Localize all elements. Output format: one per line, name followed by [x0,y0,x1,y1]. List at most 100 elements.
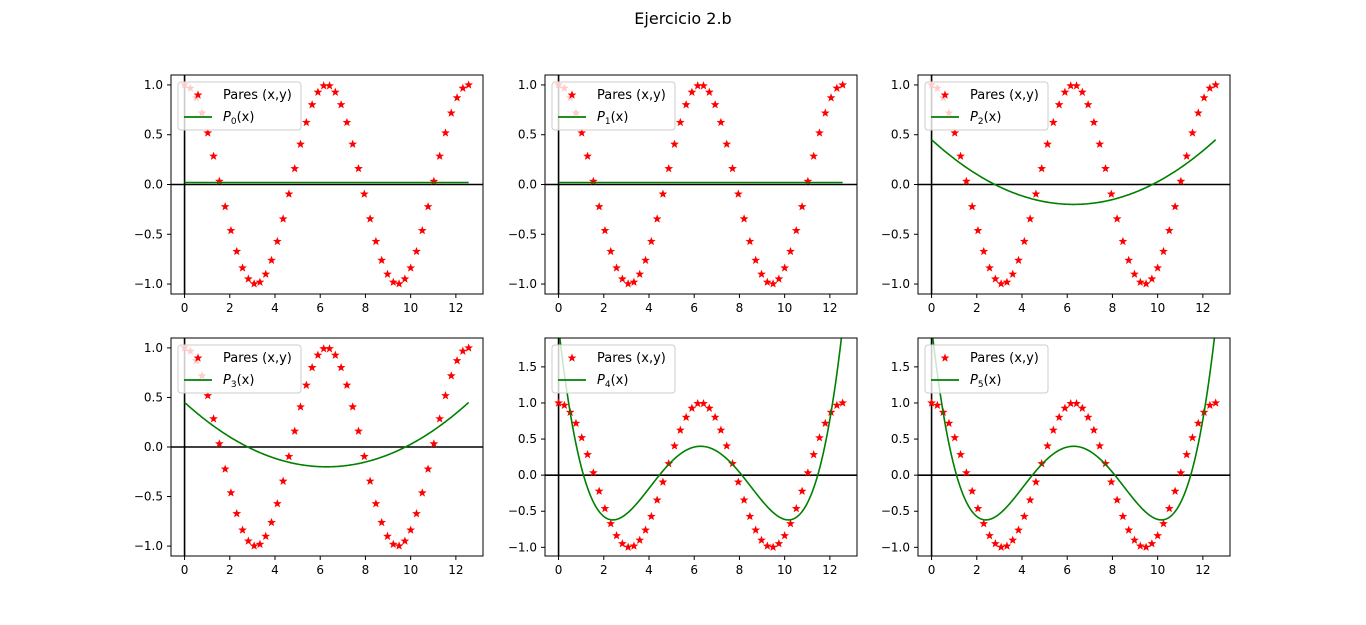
data-point [1164,503,1174,513]
data-point [400,536,410,545]
y-tick-label: −1.0 [881,277,910,291]
data-point [733,477,743,486]
data-point [1199,93,1209,102]
data-point [354,163,363,173]
data-point [365,476,375,485]
y-tick-label: −1.0 [508,277,537,291]
data-point [583,151,592,160]
data-point [325,344,334,353]
data-point [301,380,311,389]
y-tick-label: 0.0 [144,178,163,192]
data-point [757,269,766,278]
legend-label-poly: P4(x) [597,373,628,390]
data-point [290,426,300,435]
data-point [838,398,848,407]
data-point [664,164,674,173]
data-point [214,439,224,448]
data-point [751,525,761,534]
data-point [319,81,329,90]
data-point [284,189,294,198]
data-point [693,81,703,90]
data-point [932,400,942,410]
data-point [990,539,1000,548]
data-point [641,255,650,265]
x-tick-label: 12 [1195,301,1210,315]
x-tick-label: 2 [226,301,234,315]
data-point [809,450,819,459]
data-point [623,279,633,288]
y-tick-label: 1.0 [518,396,537,410]
subplot-5: 0 2 4 6 8 10 12 −1.0 −0.5 0.0 0.5 1.0 1.5 Pares (x,y)… [881,337,1231,577]
data-point [1118,511,1128,521]
data-point [1054,412,1064,422]
data-point [1182,450,1192,459]
data-point [786,246,795,256]
data-point [1135,277,1145,286]
data-point [973,503,983,513]
legend-marker-points [567,353,577,362]
data-point [681,100,691,109]
data-point [600,225,610,235]
data-point [979,246,989,256]
data-point [238,525,247,534]
data-point [1025,495,1035,504]
x-tick-label: 6 [690,563,698,577]
data-point [594,202,604,211]
data-point [1147,539,1157,548]
data-point [658,189,668,198]
poly-line [932,338,1216,521]
data-point [699,81,708,90]
data-point [768,279,778,288]
subplot-2: 0 2 4 6 8 10 12 −1.0 −0.5 0.0 0.5 1.0 Pares (x,y) P2(… [881,74,1231,315]
data-point [464,343,474,352]
subplot-1: 0 2 4 6 8 10 12 −1.0 −0.5 0.0 0.5 1.0 Pares (x,y) P1(… [508,74,858,315]
y-tick-label: 1.5 [891,360,910,374]
legend-marker-points [940,353,950,362]
data-point [646,511,656,521]
data-point [815,433,824,442]
data-point [1188,433,1197,442]
data-point [658,477,668,486]
x-tick-label: 6 [1063,301,1071,315]
data-point [1159,246,1168,256]
plot-area [918,75,1230,294]
data-point [278,214,288,223]
data-point [1095,441,1105,450]
data-point [675,425,685,434]
x-tick-label: 8 [362,563,370,577]
data-point [1205,400,1215,410]
data-point [296,402,305,411]
data-point [641,525,650,534]
data-point [956,450,965,459]
data-point [243,274,253,283]
data-point [423,202,433,211]
x-tick-label: 10 [403,563,418,577]
data-point [774,274,784,283]
data-point [261,531,271,540]
x-tick-label: 6 [690,301,698,315]
x-tick-label: 8 [362,301,370,315]
data-point [629,541,639,550]
data-point [365,214,375,223]
x-tick-label: 0 [928,563,936,577]
axes-frame [544,337,858,557]
data-point [606,519,616,528]
data-point [284,451,294,461]
data-point [359,451,369,461]
data-point [330,350,340,359]
data-point [670,139,679,148]
data-point [383,531,392,540]
data-point [412,246,421,256]
data-point [267,255,276,265]
y-tick-label: 0.5 [891,128,910,142]
data-point [606,246,616,256]
data-point [687,403,697,412]
data-point [429,439,439,448]
x-tick-label: 0 [555,301,563,315]
y-tick-label: −0.5 [134,227,163,241]
y-tick-label: −1.0 [134,539,163,553]
legend-label-points: Pares (x,y) [970,351,1039,366]
data-point [296,139,305,148]
data-point [1141,279,1151,288]
x-tick-label: 4 [271,301,279,315]
